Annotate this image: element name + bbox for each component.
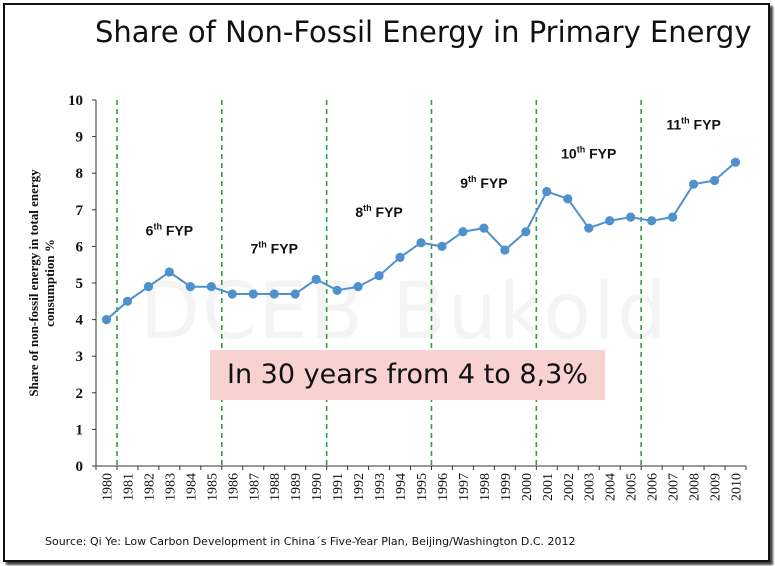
slide-title: Share of Non-Fossil Energy in Primary En… [95, 15, 752, 49]
x-tick-label: 1996 [436, 473, 451, 501]
x-tick-label: 2001 [541, 473, 556, 501]
data-point [248, 289, 258, 299]
data-point [416, 238, 426, 248]
data-points [101, 157, 741, 325]
data-point [437, 241, 447, 251]
x-tick-label: 1999 [499, 473, 514, 501]
y-tick-label: 0 [76, 459, 84, 475]
x-tick-label: 2006 [646, 473, 661, 501]
data-point [626, 212, 636, 222]
data-point [500, 245, 510, 255]
data-point [647, 216, 657, 226]
data-point [227, 289, 237, 299]
data-point [688, 179, 699, 189]
data-point [122, 296, 133, 306]
y-tick-label: 9 [76, 130, 84, 146]
y-tick-label: 6 [76, 239, 84, 255]
data-point [542, 186, 552, 197]
data-point [311, 274, 321, 284]
x-tick-label: 1995 [415, 473, 430, 501]
y-axis-label-line: consumption % [42, 239, 57, 327]
x-tick-label: 1992 [352, 473, 367, 501]
x-tick-label: 2002 [562, 473, 577, 501]
x-tick-label: 1985 [205, 473, 220, 501]
y-tick-label: 8 [76, 166, 84, 182]
data-point [668, 212, 678, 222]
x-tick-label: 2004 [604, 473, 619, 501]
data-point [164, 267, 174, 277]
y-axis-ticks: 0 1 2 3 4 5 6 7 8 9 10 [68, 93, 96, 475]
x-tick-label: 1993 [373, 473, 388, 501]
source-note: Source: Qi Ye: Low Carbon Development in… [45, 535, 576, 548]
data-point [395, 252, 405, 262]
data-point [730, 157, 741, 167]
plan-label: 6th FYP [146, 221, 193, 238]
y-axis-label-line: Share of non-fossil energy in total ener… [26, 169, 41, 397]
x-tick-label: 1983 [163, 473, 178, 501]
y-tick-label: 3 [76, 349, 84, 365]
x-tick-label: 1994 [394, 473, 409, 501]
y-tick-label: 1 [76, 422, 84, 438]
x-tick-label: 2005 [625, 473, 640, 501]
x-tick-label: 2008 [688, 473, 703, 501]
x-tick-label: 2007 [667, 473, 682, 501]
x-tick-label: 1997 [457, 473, 472, 501]
data-point [563, 194, 573, 204]
x-tick-label: 1987 [247, 473, 262, 501]
data-point [101, 315, 112, 325]
x-tick-label: 1998 [478, 473, 493, 501]
y-tick-label: 5 [76, 276, 84, 292]
x-axis-ticks: 1980 1981 1982 1983 1984 1985 1986 1987 1988 1989… [95, 466, 747, 501]
y-tick-label: 2 [76, 386, 84, 402]
x-tick-label: 1984 [184, 473, 199, 501]
x-tick-label: 1988 [268, 473, 283, 501]
slide: Share of Non-Fossil Energy in Primary En… [3, 3, 770, 562]
data-point [521, 227, 531, 237]
data-point [269, 289, 279, 299]
data-point [479, 223, 489, 233]
data-point [353, 282, 363, 292]
data-point [584, 223, 594, 233]
x-tick-label: 2009 [709, 473, 724, 501]
axes [95, 100, 746, 467]
x-tick-label: 1981 [121, 473, 136, 501]
data-point [374, 271, 384, 281]
data-point [332, 285, 342, 295]
x-tick-label: 1989 [289, 473, 304, 501]
data-point [605, 216, 615, 226]
highlight-callout: In 30 years from 4 to 8,3% [210, 350, 605, 400]
data-point [458, 227, 468, 237]
data-point [290, 289, 300, 299]
data-point [143, 282, 154, 292]
x-tick-label: 2000 [520, 473, 535, 501]
y-tick-label: 4 [76, 313, 84, 329]
y-tick-label: 10 [68, 93, 83, 109]
x-tick-label: 2003 [583, 473, 598, 501]
data-point [185, 282, 195, 292]
x-tick-label: 1991 [331, 473, 346, 501]
x-tick-label: 1986 [226, 473, 241, 501]
plan-label: 9th FYP [460, 174, 507, 191]
plan-label: 7th FYP [251, 240, 298, 257]
plan-label: 10th FYP [561, 145, 616, 162]
plan-label: 8th FYP [355, 203, 402, 220]
plan-label: 11th FYP [666, 115, 720, 132]
x-tick-label: 2010 [730, 473, 745, 501]
line-chart: Share of non-fossil energy in total ener… [26, 93, 747, 501]
y-axis-label: Share of non-fossil energy in total ener… [26, 169, 57, 397]
x-tick-label: 1990 [310, 473, 325, 501]
plan-dividers [116, 100, 642, 466]
plan-labels: 6th FYP 7th FYP 8th FYP 9th FYP 10th FYP 11th… [146, 115, 721, 256]
data-point [206, 282, 216, 292]
x-tick-label: 1982 [142, 473, 157, 501]
watermark: DCEB Bukold [140, 267, 668, 357]
y-tick-label: 7 [76, 203, 84, 219]
x-tick-label: 1980 [100, 473, 115, 501]
data-point [709, 175, 720, 186]
